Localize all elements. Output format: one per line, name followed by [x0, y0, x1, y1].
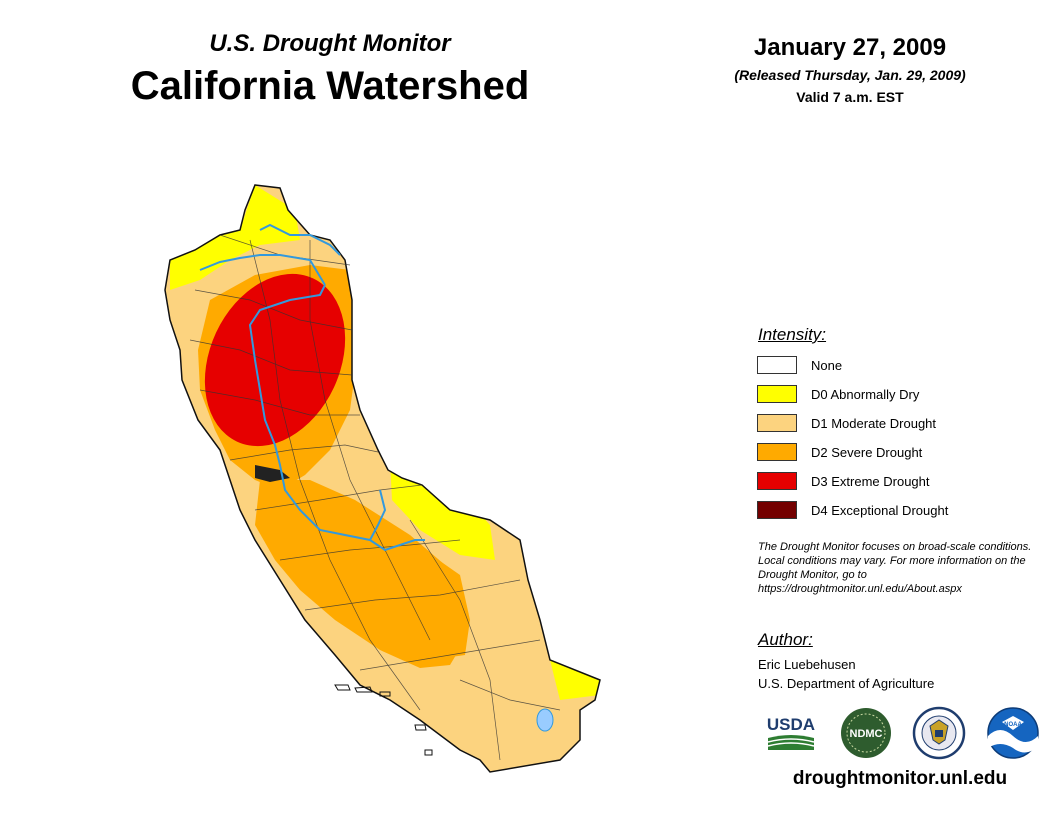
legend-item-d1: D1 Moderate Drought: [757, 413, 936, 433]
legend-item-d2: D2 Severe Drought: [757, 442, 922, 462]
legend-swatch: [757, 501, 797, 519]
legend-label: D2 Severe Drought: [811, 444, 923, 460]
legend-label: D4 Exceptional Drought: [811, 502, 949, 518]
ndmc-logo: NDMC: [841, 708, 891, 758]
legend-swatch: [757, 472, 797, 490]
d2-south-area: [405, 540, 470, 660]
legend-item-none: None: [757, 355, 842, 375]
website-link[interactable]: droughtmonitor.unl.edu: [792, 768, 1008, 789]
legend-label: D0 Abnormally Dry: [811, 386, 920, 402]
legend-label: None: [811, 357, 843, 373]
map-date: January 27, 2009: [753, 34, 947, 61]
d1-moderate-area: [165, 185, 600, 772]
release-date: (Released Thursday, Jan. 29, 2009): [734, 67, 966, 83]
legend-item-d3: D3 Extreme Drought: [757, 471, 930, 491]
legend-swatch: [757, 385, 797, 403]
map-title: California Watershed: [130, 64, 530, 108]
bay-delta: [255, 465, 290, 482]
legend-item-d4: D4 Exceptional Drought: [757, 500, 948, 520]
noaa-logo-text: NOAA: [1004, 722, 1022, 728]
noaa-logo: NOAA: [987, 707, 1039, 759]
state-outline: [164, 184, 601, 773]
county-boundaries: [189, 234, 561, 761]
commerce-seal-logo: [912, 706, 966, 760]
author-heading: Author:: [758, 630, 813, 649]
legend-label: D3 Extreme Drought: [811, 473, 930, 489]
legend-title: Intensity:: [758, 325, 827, 344]
d0-southeast-area: [550, 620, 600, 700]
salton-sea: [536, 708, 554, 732]
california-watershed-map: [164, 184, 601, 773]
map-subtitle: U.S. Drought Monitor: [209, 30, 451, 57]
legend-swatch: [757, 414, 797, 432]
channel-islands: [334, 684, 433, 756]
legend-label: D1 Moderate Drought: [811, 415, 937, 431]
info-note: The Drought Monitor focuses on broad-sca…: [758, 541, 1032, 595]
author-name: Eric Luebehusen: [758, 657, 856, 672]
valid-time: Valid 7 a.m. EST: [796, 89, 904, 105]
river-lines: [199, 223, 425, 552]
author-org: U.S. Department of Agriculture: [758, 676, 935, 691]
legend-swatch: [757, 443, 797, 461]
usda-logo: USDA: [767, 715, 815, 750]
usda-logo-text: USDA: [767, 715, 815, 734]
legend-item-d0: D0 Abnormally Dry: [757, 384, 919, 404]
d0-east-area: [390, 460, 495, 560]
drought-areas: [165, 185, 600, 772]
legend-swatch: [757, 356, 797, 374]
ndmc-logo-text: NDMC: [850, 728, 883, 740]
d0-far-north-area: [170, 185, 300, 290]
